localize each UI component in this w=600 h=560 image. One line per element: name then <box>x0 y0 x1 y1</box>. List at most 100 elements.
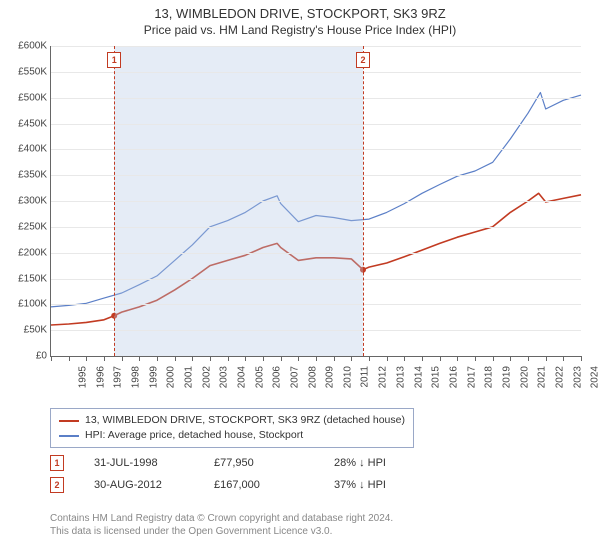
legend-label: HPI: Average price, detached house, Stoc… <box>85 428 303 443</box>
x-tick <box>210 356 211 361</box>
gridline <box>51 330 581 331</box>
y-tick-label: £550K <box>18 66 47 77</box>
sales-row-price: £167,000 <box>214 479 304 491</box>
chart-title: 13, WIMBLEDON DRIVE, STOCKPORT, SK3 9RZ <box>0 0 600 21</box>
x-tick-label: 1997 <box>113 366 124 388</box>
y-tick-label: £450K <box>18 118 47 129</box>
x-tick <box>493 356 494 361</box>
sale-marker-badge: 1 <box>107 52 121 68</box>
chart-subtitle: Price paid vs. HM Land Registry's House … <box>0 21 600 43</box>
gridline <box>51 124 581 125</box>
x-tick <box>475 356 476 361</box>
legend: 13, WIMBLEDON DRIVE, STOCKPORT, SK3 9RZ … <box>50 408 414 448</box>
y-tick-label: £350K <box>18 170 47 181</box>
x-tick <box>563 356 564 361</box>
x-tick <box>298 356 299 361</box>
x-tick <box>316 356 317 361</box>
x-tick <box>157 356 158 361</box>
x-tick <box>457 356 458 361</box>
legend-swatch <box>59 435 79 437</box>
y-tick-label: £0 <box>36 351 47 362</box>
x-tick <box>546 356 547 361</box>
y-tick-label: £100K <box>18 299 47 310</box>
x-tick <box>334 356 335 361</box>
sales-row-badge: 2 <box>50 477 64 493</box>
x-tick-label: 2018 <box>484 366 495 388</box>
gridline <box>51 279 581 280</box>
attribution: Contains HM Land Registry data © Crown c… <box>50 512 393 538</box>
x-tick <box>387 356 388 361</box>
x-tick-label: 2019 <box>501 366 512 388</box>
x-tick-label: 2024 <box>590 366 600 388</box>
x-tick <box>175 356 176 361</box>
x-tick <box>245 356 246 361</box>
x-tick <box>104 356 105 361</box>
sales-row-badge: 1 <box>50 455 64 471</box>
x-tick-label: 1999 <box>148 366 159 388</box>
legend-item: 13, WIMBLEDON DRIVE, STOCKPORT, SK3 9RZ … <box>59 413 405 428</box>
x-tick-label: 1996 <box>95 366 106 388</box>
x-tick-label: 2011 <box>359 366 370 388</box>
x-tick-label: 2022 <box>554 366 565 388</box>
gridline <box>51 227 581 228</box>
x-tick-label: 1995 <box>77 366 88 388</box>
x-tick-label: 2006 <box>272 366 283 388</box>
gridline <box>51 304 581 305</box>
sale-marker-line <box>363 46 364 356</box>
sales-row: 131-JUL-1998£77,95028% ↓ HPI <box>50 452 424 474</box>
x-tick-label: 2023 <box>572 366 583 388</box>
sales-table: 131-JUL-1998£77,95028% ↓ HPI230-AUG-2012… <box>50 452 424 496</box>
x-tick <box>139 356 140 361</box>
gridline <box>51 201 581 202</box>
x-tick <box>122 356 123 361</box>
x-tick <box>404 356 405 361</box>
x-tick-label: 2020 <box>519 366 530 388</box>
x-tick-label: 2005 <box>254 366 265 388</box>
x-tick <box>528 356 529 361</box>
x-tick <box>69 356 70 361</box>
x-tick-label: 2000 <box>166 366 177 388</box>
gridline <box>51 46 581 47</box>
x-tick <box>192 356 193 361</box>
footer-line-1: Contains HM Land Registry data © Crown c… <box>50 512 393 525</box>
x-tick <box>281 356 282 361</box>
y-tick-label: £250K <box>18 221 47 232</box>
x-tick <box>510 356 511 361</box>
x-tick-label: 2001 <box>183 366 194 388</box>
gridline <box>51 98 581 99</box>
sales-row-date: 31-JUL-1998 <box>94 457 184 469</box>
y-tick-label: £150K <box>18 273 47 284</box>
x-tick <box>351 356 352 361</box>
legend-swatch <box>59 420 79 422</box>
x-tick-label: 2017 <box>466 366 477 388</box>
x-tick-label: 2021 <box>537 366 548 388</box>
x-tick-label: 2003 <box>219 366 230 388</box>
x-tick <box>86 356 87 361</box>
x-tick-label: 2010 <box>342 366 353 388</box>
sales-row-date: 30-AUG-2012 <box>94 479 184 491</box>
chart-container: 13, WIMBLEDON DRIVE, STOCKPORT, SK3 9RZ … <box>0 0 600 560</box>
legend-item: HPI: Average price, detached house, Stoc… <box>59 428 405 443</box>
x-tick <box>263 356 264 361</box>
y-tick-label: £300K <box>18 196 47 207</box>
y-tick-label: £500K <box>18 92 47 103</box>
y-tick-label: £200K <box>18 247 47 258</box>
x-tick-label: 2015 <box>431 366 442 388</box>
gridline <box>51 149 581 150</box>
x-tick-label: 2007 <box>289 366 300 388</box>
x-tick <box>422 356 423 361</box>
x-tick-label: 1998 <box>130 366 141 388</box>
x-tick-label: 2013 <box>395 366 406 388</box>
x-tick-label: 2016 <box>448 366 459 388</box>
x-tick-label: 2014 <box>413 366 424 388</box>
sales-row: 230-AUG-2012£167,00037% ↓ HPI <box>50 474 424 496</box>
y-tick-label: £600K <box>18 41 47 52</box>
x-tick-label: 2008 <box>307 366 318 388</box>
y-tick-label: £400K <box>18 144 47 155</box>
sales-row-price: £77,950 <box>214 457 304 469</box>
x-tick <box>440 356 441 361</box>
x-tick <box>369 356 370 361</box>
x-tick <box>228 356 229 361</box>
footer-line-2: This data is licensed under the Open Gov… <box>50 525 393 538</box>
plot-area: £0£50K£100K£150K£200K£250K£300K£350K£400… <box>50 46 581 357</box>
